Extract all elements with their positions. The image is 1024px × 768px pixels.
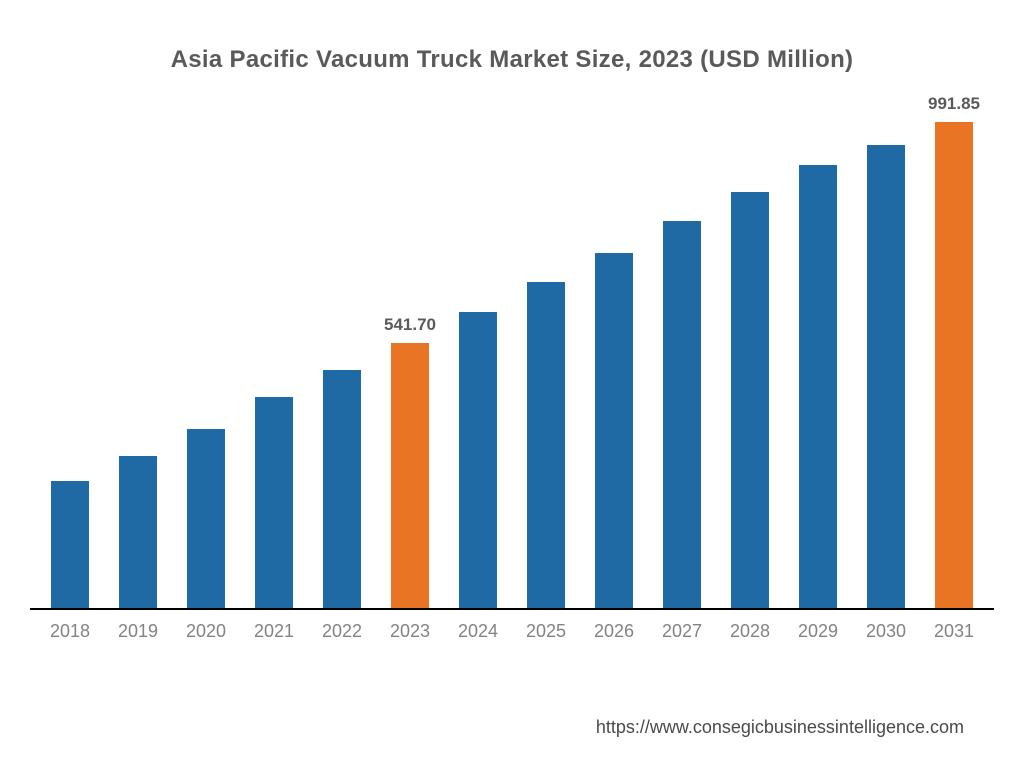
x-tick-label: 2020: [176, 621, 236, 642]
x-tick-label: 2018: [40, 621, 100, 642]
x-tick-label: 2022: [312, 621, 372, 642]
bar: [187, 429, 225, 608]
x-tick-label: 2024: [448, 621, 508, 642]
bar: [51, 481, 89, 608]
source-url: https://www.consegicbusinessintelligence…: [596, 717, 964, 738]
chart-area: 541.70991.85 2018 2019 2020 2021 2022 2023 202…: [30, 120, 994, 650]
chart-container: Asia Pacific Vacuum Truck Market Size, 2…: [0, 0, 1024, 768]
bar: [391, 343, 429, 608]
bar: [323, 370, 361, 608]
x-tick-label: 2028: [720, 621, 780, 642]
x-tick-label: 2026: [584, 621, 644, 642]
x-tick-label: 2029: [788, 621, 848, 642]
x-tick-label: 2027: [652, 621, 712, 642]
bar: [731, 192, 769, 609]
bar-value-label: 991.85: [924, 94, 984, 114]
bar: [799, 165, 837, 608]
x-tick-label: 2030: [856, 621, 916, 642]
x-tick-label: 2019: [108, 621, 168, 642]
bar: [663, 221, 701, 608]
bar: [527, 282, 565, 608]
bar: [935, 122, 973, 608]
x-tick-label: 2031: [924, 621, 984, 642]
bar: [459, 312, 497, 608]
bar: [119, 456, 157, 608]
bar: [867, 145, 905, 608]
plot-region: 541.70991.85: [30, 120, 994, 610]
bar: [255, 397, 293, 608]
x-tick-label: 2021: [244, 621, 304, 642]
x-tick-label: 2025: [516, 621, 576, 642]
bar: [595, 253, 633, 608]
x-tick-label: 2023: [380, 621, 440, 642]
chart-title: Asia Pacific Vacuum Truck Market Size, 2…: [0, 46, 1024, 74]
bar-value-label: 541.70: [380, 315, 440, 335]
